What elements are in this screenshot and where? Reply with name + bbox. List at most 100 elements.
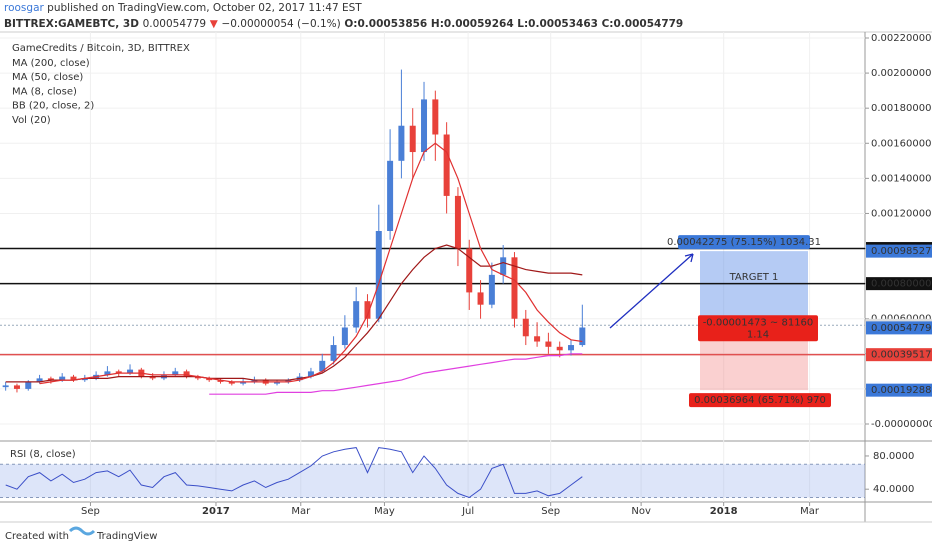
candle-body — [104, 371, 111, 375]
candle-body — [511, 257, 518, 319]
indicator-label: MA (200, close) — [12, 58, 90, 69]
candle-body — [115, 371, 122, 374]
ma-line — [39, 142, 583, 385]
y-tick-label: 0.00120000 — [871, 208, 931, 219]
price-marker-label: 0.00080000 — [871, 279, 931, 290]
y-tick-label: 0.00140000 — [871, 173, 931, 184]
indicator-label: BB (20, close, 2) — [12, 101, 94, 112]
change: −0.00000054 (−0.1%) — [221, 18, 340, 30]
candle-body — [240, 381, 247, 384]
candle-body — [47, 378, 54, 381]
candle-body — [149, 376, 156, 379]
symbol-line: BITTREX:GAMEBTC, 3D 0.00054779 ▼ −0.0000… — [4, 18, 683, 30]
price-marker-label: 0.00019288 — [871, 385, 931, 396]
candle-body — [500, 257, 507, 275]
candle-body — [206, 378, 213, 381]
candle-body — [172, 371, 179, 375]
x-tick-label: Sep — [81, 506, 100, 517]
low: L:0.00053463 — [517, 18, 598, 30]
symbol: BITTREX:GAMEBTC, 3D — [4, 18, 139, 30]
candle-body — [443, 134, 450, 196]
candle-body — [13, 385, 20, 389]
target-label-bg — [678, 235, 810, 250]
price-marker — [866, 321, 932, 335]
logo — [68, 526, 96, 536]
center-label: -0.00001473 ~ 81160 — [703, 317, 814, 328]
x-tick-label: Jul — [461, 506, 474, 517]
price-marker — [866, 383, 932, 397]
candle-body — [568, 345, 575, 351]
y-tick-label: 0.00200000 — [871, 68, 931, 79]
author[interactable]: roosgar — [4, 2, 45, 14]
x-tick-label: Nov — [631, 506, 651, 517]
price-marker-label: 0.00098527 — [871, 246, 931, 257]
rsi-tick-label: 40.0000 — [873, 484, 914, 495]
candle-body — [127, 369, 134, 374]
candle-body — [81, 378, 88, 381]
arrow: ▼ — [210, 18, 219, 30]
candle-body — [228, 381, 235, 384]
x-tick-label: 2017 — [202, 506, 230, 517]
candle-body — [330, 345, 337, 361]
candle-body — [579, 327, 586, 346]
price-marker — [866, 277, 932, 291]
header-line: roosgar published on TradingView.com, Oc… — [4, 2, 362, 14]
ma-line — [5, 244, 583, 383]
candle-body — [409, 125, 416, 153]
candle-body — [398, 125, 405, 161]
candle-body — [70, 376, 77, 381]
rsi-line — [5, 447, 583, 499]
candle-body — [194, 376, 201, 379]
indicator-label: MA (50, close) — [12, 72, 83, 83]
candle-body — [421, 99, 428, 153]
candle-body — [454, 195, 461, 249]
x-tick-label: 2018 — [710, 506, 738, 517]
candle-body — [2, 385, 9, 388]
candle-body — [545, 341, 552, 347]
candle-body — [36, 378, 43, 382]
y-tick-label: 0.00180000 — [871, 103, 931, 114]
y-tick-label: -0.00000000 — [871, 419, 932, 430]
x-tick-label: Mar — [800, 506, 820, 517]
rsi-tick-label: 80.0000 — [873, 451, 914, 462]
candle-body — [307, 371, 314, 377]
target-text: TARGET 1 — [729, 272, 779, 283]
close: C:0.00054779 — [602, 18, 684, 30]
ma-line — [209, 353, 583, 395]
candle-body — [285, 380, 292, 382]
candle-body — [183, 371, 190, 377]
candle-body — [522, 318, 529, 337]
candle-body — [534, 336, 541, 342]
chart-title: GameCredits / Bitcoin, 3D, BITTREX — [12, 43, 190, 54]
stop-label-bg — [689, 393, 831, 408]
y-tick-label: 0.00220000 — [871, 33, 931, 44]
candle-body — [466, 248, 473, 293]
candle-body — [353, 301, 360, 328]
candle-body — [251, 380, 258, 382]
high: H:0.00059264 — [431, 18, 514, 30]
rsi-band — [0, 464, 865, 498]
open: O:0.00053856 — [344, 18, 427, 30]
stop-label: 0.00036964 (65.71%) 970 — [694, 395, 826, 406]
candle-body — [59, 376, 66, 381]
arrow-head — [684, 253, 694, 263]
footer-brand[interactable]: TradingView — [96, 531, 157, 542]
candle-body — [341, 327, 348, 346]
x-tick-label: Sep — [541, 506, 560, 517]
candle-body — [217, 380, 224, 382]
target-label: 0.00042275 (75.15%) 1034.31 — [667, 237, 821, 248]
candle-body — [387, 160, 394, 231]
candle-body — [364, 301, 371, 319]
center-label-bg — [698, 315, 818, 342]
x-tick-label: Mar — [291, 506, 311, 517]
candle-body — [319, 360, 326, 372]
price-marker-label: 0.00039517 — [871, 350, 931, 361]
price-marker-label: 0.00054779 — [871, 323, 931, 334]
candle-body — [432, 99, 439, 135]
candle-body — [477, 292, 484, 305]
last: 0.00054779 — [143, 18, 206, 30]
y-tick-label: 0.00160000 — [871, 138, 931, 149]
footer-created: Created with — [5, 531, 69, 542]
